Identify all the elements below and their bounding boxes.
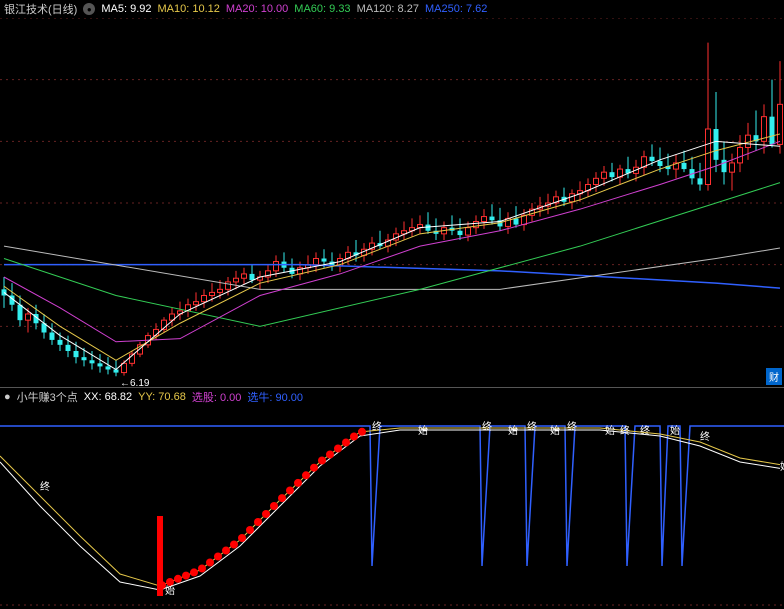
indicator-legend: ● 小牛赚3个点 XX: 68.82 YY: 70.68 选股: 0.00 选牛… (0, 388, 784, 406)
ma60-label: MA60: 9.33 (294, 3, 350, 15)
svg-text:始: 始 (780, 460, 784, 473)
info-icon: ● (83, 3, 95, 15)
svg-text:终: 终 (527, 420, 537, 433)
low-price-label: ←6.19 (120, 378, 149, 388)
ma20-label: MA20: 10.00 (226, 3, 288, 15)
candlestick-chart[interactable]: ←6.19 财 (0, 18, 784, 388)
ma5-label: MA5: 9.92 (101, 3, 151, 15)
svg-text:始: 始 (605, 424, 615, 437)
svg-text:终: 终 (640, 424, 650, 437)
ma120-label: MA120: 8.27 (357, 3, 419, 15)
info-icon: ● (4, 391, 11, 403)
svg-text:终: 终 (567, 420, 577, 433)
svg-text:始: 始 (670, 424, 680, 437)
ma10-label: MA10: 10.12 (158, 3, 220, 15)
yy-label: YY: 70.68 (138, 391, 186, 403)
xx-label: XX: 68.82 (84, 391, 132, 403)
ma250-label: MA250: 7.62 (425, 3, 487, 15)
svg-text:终: 终 (482, 420, 492, 433)
svg-text:始: 始 (508, 424, 518, 437)
indicator-name: 小牛赚3个点 (17, 389, 78, 405)
main-chart-legend: 银江技术(日线) ● MA5: 9.92 MA10: 10.12 MA20: 1… (0, 0, 784, 18)
corner-tag[interactable]: 财 (766, 368, 782, 385)
svg-text:终: 终 (40, 480, 50, 493)
stock-title: 银江技术(日线) (4, 1, 77, 17)
svg-text:始: 始 (550, 424, 560, 437)
xg-label: 选股: 0.00 (192, 389, 242, 405)
svg-text:终: 终 (700, 430, 710, 443)
svg-text:终: 终 (620, 424, 630, 437)
indicator-chart[interactable]: 终始终始终始终始终始终终始终始 (0, 406, 784, 606)
svg-text:始: 始 (418, 424, 428, 437)
xh-label: 选牛: 90.00 (247, 389, 303, 405)
svg-text:始: 始 (165, 584, 175, 597)
svg-text:终: 终 (372, 420, 382, 433)
